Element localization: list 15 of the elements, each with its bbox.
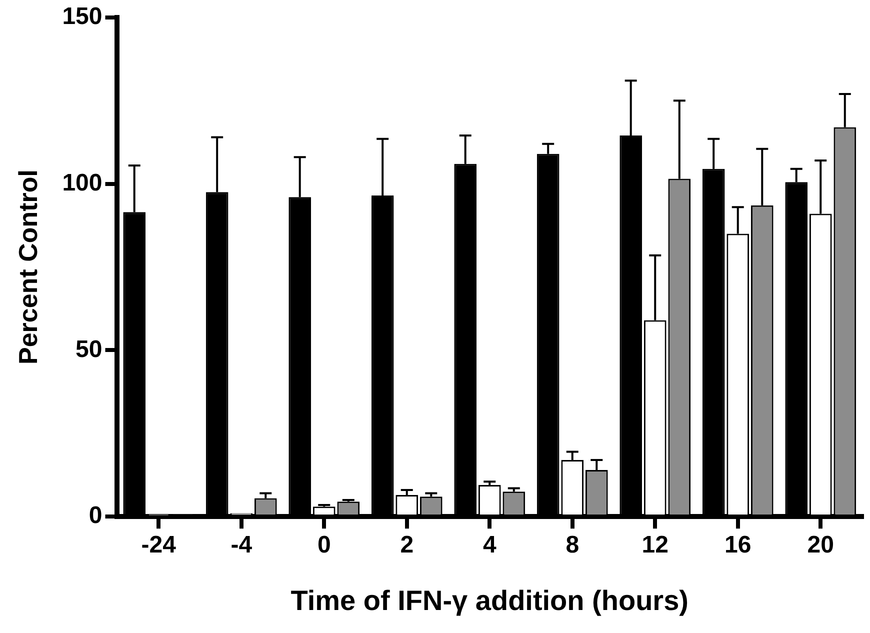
x-tick-label: -4	[230, 532, 253, 559]
x-tick-label: 20	[807, 532, 834, 559]
x-tick-label: 4	[482, 532, 497, 559]
x-axis-title: Time of IFN-γ addition (hours)	[290, 584, 688, 616]
y-tick-label: 150	[62, 3, 102, 30]
x-tick-label: 0	[317, 532, 331, 559]
x-tick-label: 2	[400, 532, 414, 559]
y-tick-label: 50	[76, 336, 102, 363]
x-tick-label: 8	[566, 532, 580, 559]
y-tick-label: 0	[88, 502, 102, 530]
x-tick-label: 12	[642, 532, 668, 559]
x-tick-label: -24	[141, 532, 177, 559]
y-axis-title: Percent Control	[12, 169, 43, 365]
y-tick-label: 100	[62, 169, 102, 196]
x-tick-label: 16	[724, 532, 752, 559]
